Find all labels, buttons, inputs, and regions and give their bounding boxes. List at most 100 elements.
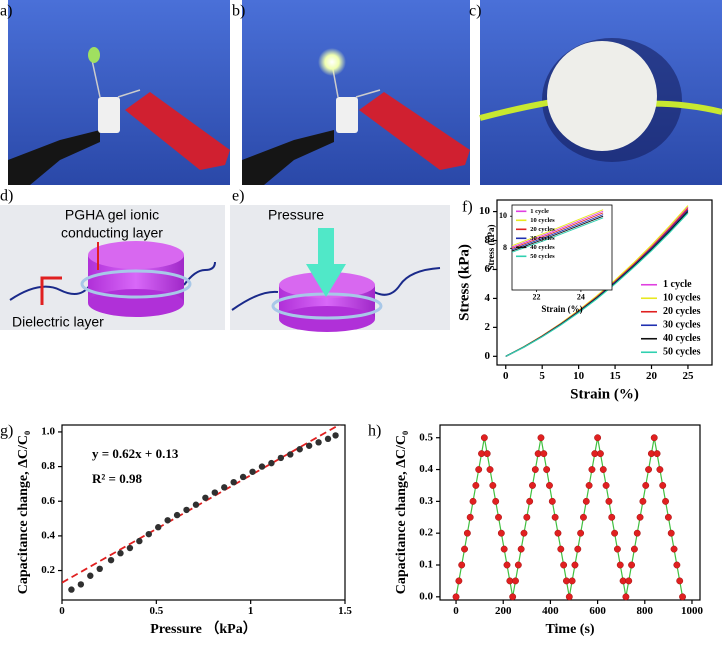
point [315,439,322,446]
marker [540,450,548,458]
legend-label: 1 cycle [530,208,549,215]
point [287,451,294,458]
marker [633,529,641,537]
y-tick-label: 2 [485,321,491,333]
x-tick-label: 24 [577,292,585,301]
plot-area [455,437,684,597]
marker [503,561,511,569]
diagram-label: Pressure [268,207,324,223]
y-axis-label: Stress (kPa) [486,224,496,270]
point [211,489,219,496]
marker [546,482,553,489]
x-tick-label: 0 [59,605,65,617]
point [296,446,303,453]
series-line [505,212,689,357]
marker [662,497,670,505]
x-tick-label: 200 [495,605,512,617]
marker [613,545,621,553]
y-tick-label: 0.8 [41,460,55,472]
y-axis-label: Capacitance change, ΔC/C₀ [394,431,409,594]
marker [568,577,576,585]
x-tick-label: 15 [610,370,622,382]
y-axis-label: Capacitance change, ΔC/C₀ [16,431,31,594]
axes: 22 24 8 10 Strain (%) Stress (kPa) 1 cycle 10 c… [486,204,613,314]
marker [577,529,585,537]
point [126,544,134,552]
legend-label: 1 cycle [663,279,692,290]
panel-label: e) [232,188,244,205]
point [164,517,171,524]
legend-label: 50 cycles [530,253,555,260]
x-tick-label: 600 [589,605,606,617]
marker [458,561,466,569]
marker [642,482,650,489]
marker [596,450,604,458]
point [96,565,103,573]
y-tick-label: 0.5 [419,431,433,443]
y-tick-label: 0 [485,350,491,362]
x-tick-label: 800 [637,605,654,617]
marker [594,434,602,442]
marker [673,561,681,569]
marker [605,497,613,505]
point [249,468,256,475]
point [155,524,162,531]
legend-label: 10 cycles [663,293,701,304]
point [277,454,285,462]
marker [461,545,468,553]
axes-frame [496,199,713,366]
diagram-label: PGHA gel ionic [65,207,159,223]
y-tick-label: 0.6 [41,495,55,507]
axes: 0 200 400 600 800 1000 0.0 0.1 0.2 0.3 0.4 0.5 Time … [394,424,703,637]
marker [653,450,661,458]
diagram-e: Pressure [230,205,450,332]
x-axis-label: Strain (%) [570,386,639,402]
panel-label: c) [469,3,481,20]
marker [664,513,672,521]
marker [514,561,522,569]
x-axis-label: Pressure （kPa） [150,621,256,637]
marker [452,593,460,601]
y-tick-label: 0.1 [419,559,433,571]
marker [630,545,638,553]
point [239,473,247,481]
x-tick-label: 400 [542,605,559,617]
y-tick-label: 0.3 [419,495,433,507]
y-axis-label: Stress (kPa) [456,244,472,321]
point [305,442,313,449]
panel-labels: a) b) c) d) e) f) g) h) [0,3,481,440]
legend-label: 20 cycles [663,306,701,317]
point [324,435,332,443]
legend-label: 30 cycles [663,320,701,331]
x-tick-label: 0 [453,605,459,617]
panel-label: h) [368,423,381,440]
y-tick-label: 0.4 [419,463,433,475]
point [258,463,266,470]
marker [625,577,633,585]
legend-label: 40 cycles [663,333,701,344]
legend-label: 10 cycles [530,217,555,224]
x-tick-label: 5 [539,370,545,382]
panel-label: a) [0,3,12,20]
point [68,586,75,593]
marker [529,482,536,489]
annotation: R² = 0.98 [92,471,142,486]
marker [585,482,593,489]
marker [659,482,667,489]
y-tick-label: 4 [485,292,491,304]
point [192,501,200,508]
x-tick-label: 10 [573,370,585,382]
marker [639,497,647,505]
series-line [455,437,684,597]
marker [557,545,565,553]
marker [500,545,508,553]
marker [489,482,497,489]
x-tick-label: 1 [248,605,254,617]
y-tick-label: 8 [503,243,507,252]
marker [565,593,573,601]
photo-a [8,0,230,185]
x-tick-label: 22 [532,292,540,301]
x-tick-label: 0.5 [149,605,163,617]
marker [636,513,644,521]
